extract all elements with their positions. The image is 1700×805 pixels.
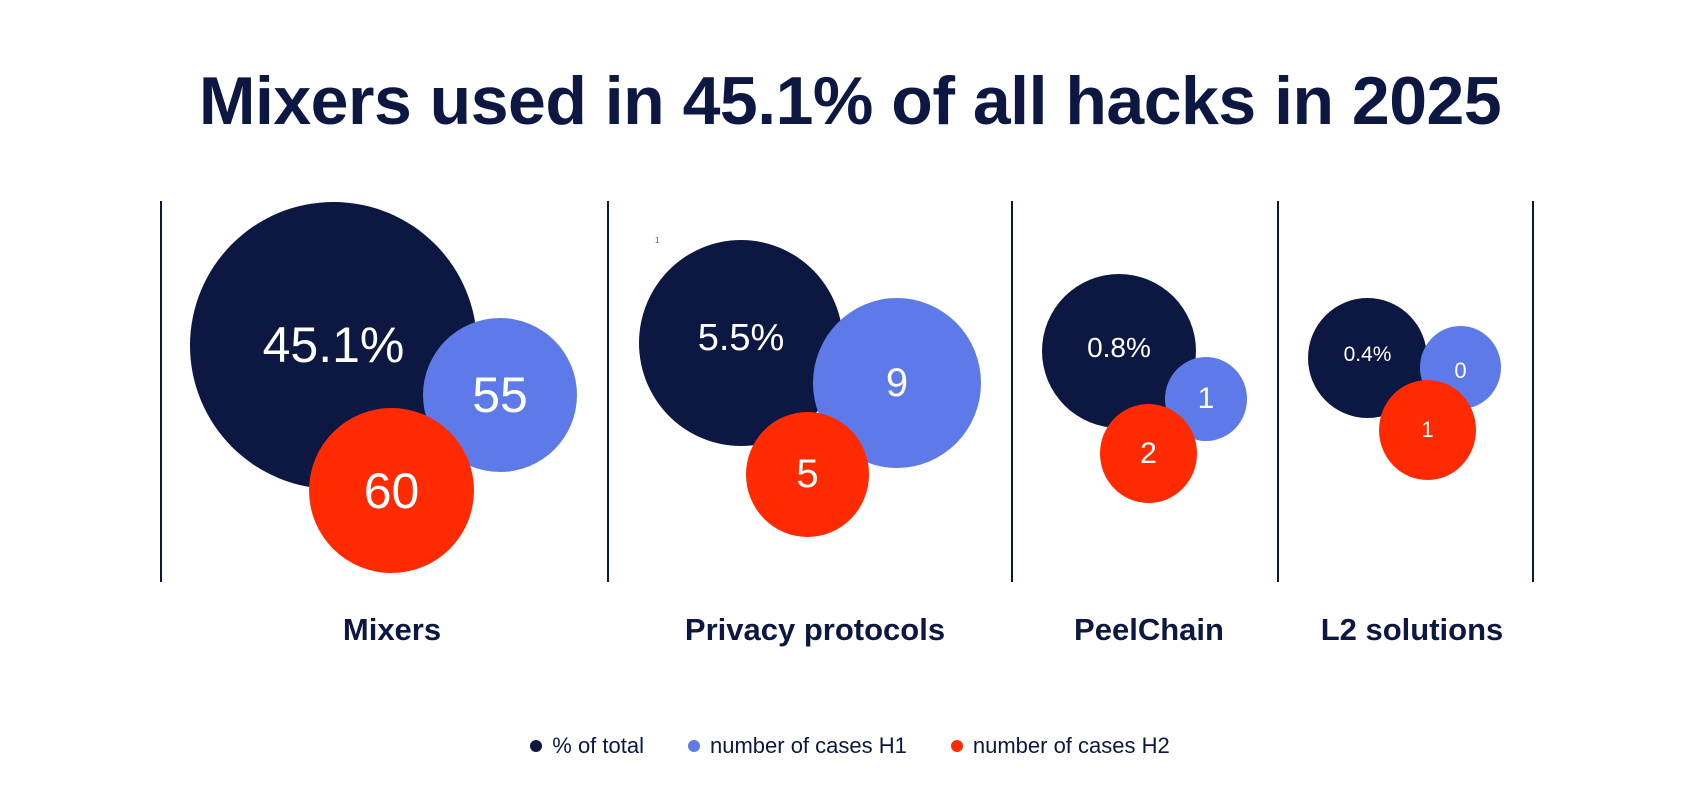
section-divider: [607, 201, 609, 582]
bubble-value: 1: [1421, 417, 1434, 442]
bubble-h2-peelchain: 2: [1100, 404, 1197, 503]
section-divider: [1011, 201, 1013, 582]
legend-label: number of cases H1: [709, 733, 907, 758]
bubble-h2-privacy-protocols: 5: [746, 412, 869, 537]
legend-item-pct-total: % of total: [530, 733, 644, 759]
legend-item-cases-h2: number of cases H2: [950, 733, 1170, 759]
section-divider: [1277, 201, 1279, 582]
bubble-value: 5: [796, 452, 819, 496]
bubble-value: 55: [472, 367, 528, 423]
legend-label: number of cases H2: [972, 733, 1170, 758]
legend: % of total number of cases H1 number of …: [0, 733, 1700, 759]
legend-dot-icon: [950, 740, 963, 752]
legend-item-cases-h1: number of cases H1: [687, 733, 907, 759]
bubble-value: 0.8%: [1087, 332, 1151, 363]
chart-title: Mixers used in 45.1% of all hacks in 202…: [198, 63, 1502, 139]
bubble-h2-l2-solutions: 1: [1379, 380, 1476, 480]
category-label-peelchain: PeelChain: [1074, 612, 1224, 647]
legend-dot-icon: [687, 740, 700, 752]
section-divider: [160, 201, 162, 582]
bubble-value: 1: [1197, 382, 1215, 415]
bubble-value: 60: [363, 462, 420, 519]
bubble-h2-mixers: 60: [309, 408, 474, 573]
stray-marker: 1: [655, 236, 660, 245]
category-label-privacy-protocols: Privacy protocols: [684, 612, 946, 647]
bubble-value: 9: [885, 360, 909, 405]
bubble-value: 0.4%: [1343, 343, 1392, 366]
category-label-mixers: Mixers: [342, 612, 442, 647]
category-label-l2-solutions: L2 solutions: [1320, 612, 1504, 647]
bubble-value: 0: [1454, 357, 1467, 383]
legend-dot-icon: [530, 740, 543, 752]
section-divider: [1532, 201, 1534, 582]
bubble-value: 45.1%: [262, 316, 405, 373]
bubble-value: 2: [1140, 436, 1157, 470]
bubble-value: 5.5%: [697, 316, 785, 359]
bubble-pct-privacy-protocols: 5.5%: [639, 240, 843, 446]
legend-label: % of total: [552, 733, 644, 758]
